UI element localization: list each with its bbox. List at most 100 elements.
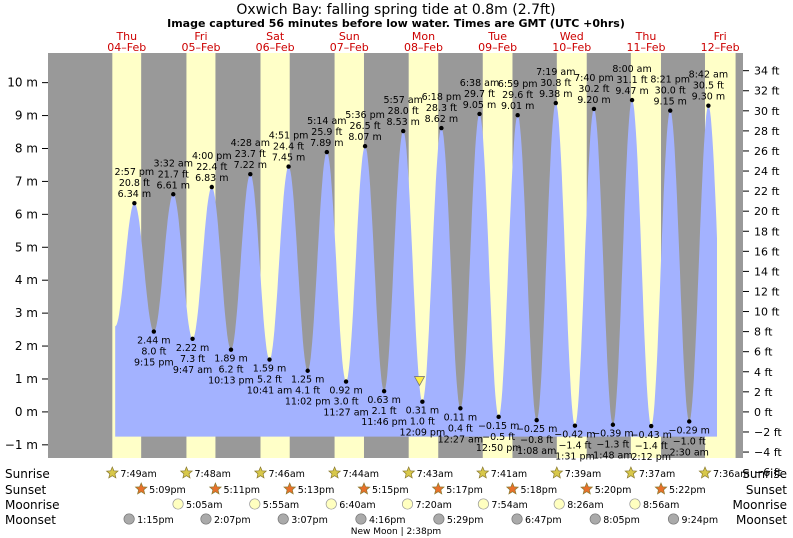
low-tide-feet: 7.3 ft (180, 354, 205, 365)
high-tide-meters: 9.20 m (577, 95, 610, 106)
left-tick-label: 1 m (15, 372, 38, 386)
day-name: Fri (194, 30, 207, 43)
day-date: 12–Feb (701, 41, 740, 54)
high-tide-feet: 25.9 ft (311, 127, 342, 138)
right-tick-label: −6 ft (754, 466, 782, 479)
moonrise-time: 8:56am (643, 500, 679, 511)
low-tide-meters: 0.31 m (406, 406, 439, 417)
right-tick-label: 26 ft (754, 145, 780, 158)
high-tide-time: 3:32 am (154, 158, 193, 169)
high-tide-time: 8:42 am (689, 70, 728, 81)
moonset-icon (200, 513, 212, 525)
right-tick-label: 14 ft (754, 265, 780, 278)
sunrise-icon (253, 466, 268, 479)
tide-point (706, 103, 711, 108)
tide-point (668, 108, 673, 113)
day-name: Mon (412, 30, 435, 43)
day-date: 07–Feb (330, 41, 369, 54)
right-tick-label: −2 ft (754, 426, 782, 439)
day-name: Thu (635, 30, 657, 43)
moonrise-icon (325, 498, 337, 510)
sunset-icon (357, 482, 371, 495)
low-tide-time: 11:46 pm (361, 417, 407, 428)
high-tide-feet: 22.4 ft (196, 162, 227, 173)
moonrise-label-right: Moonrise (732, 498, 787, 512)
left-tick-label: 0 m (15, 405, 38, 419)
moonset-time: 9:24pm (681, 515, 718, 526)
high-tide-time: 5:14 am (307, 116, 346, 127)
right-tick-label: 24 ft (754, 165, 780, 178)
tide-point (190, 336, 195, 342)
moonset-time: 4:16pm (369, 515, 406, 526)
moonrise-icon (553, 498, 565, 510)
high-tide-feet: 28.3 ft (426, 103, 457, 114)
high-tide-meters: 7.45 m (272, 153, 305, 164)
tide-point (439, 125, 444, 131)
high-tide-time: 8:00 am (612, 64, 651, 75)
left-tick-label: 3 m (15, 306, 38, 320)
day-date: 11–Feb (626, 41, 665, 54)
day-date: 08–Feb (404, 41, 443, 54)
sunset-time: 5:09pm (149, 485, 186, 496)
low-tide-feet: 6.2 ft (218, 365, 243, 376)
high-tide-meters: 9.05 m (463, 100, 496, 111)
tide-point (458, 406, 463, 411)
chart-title: Oxwich Bay: falling spring tide at 0.8m … (236, 2, 555, 18)
low-tide-feet: 0.4 ft (448, 423, 473, 434)
high-tide-meters: 9.38 m (539, 89, 572, 100)
sunset-icon (208, 482, 222, 495)
left-tick-label: 9 m (15, 109, 38, 123)
sunset-time: 5:18pm (520, 485, 557, 496)
right-tick-label: 20 ft (754, 205, 780, 218)
moonrise-time: 6:40am (339, 500, 375, 511)
day-headers: Thu04–FebFri05–FebSat06–FebSun07–FebMon0… (107, 30, 739, 54)
day-name: Fri (714, 30, 727, 43)
left-tick-label: 6 m (15, 207, 38, 221)
sunrise-time: 7:39am (565, 469, 601, 480)
low-tide-time: 11:02 pm (285, 397, 331, 408)
tide-point (267, 357, 272, 362)
tide-point (324, 149, 330, 155)
right-tick-label: 4 ft (754, 366, 773, 379)
tide-point (572, 423, 578, 428)
sunrise-icon (624, 466, 638, 479)
low-tide-time: 12:27 am (438, 434, 483, 445)
tide-point (687, 419, 692, 424)
chart-subtitle: Image captured 56 minutes before low wat… (167, 17, 625, 30)
high-tide-time: 7:19 am (536, 67, 575, 78)
high-tide-meters: 9.47 m (615, 86, 648, 97)
high-tide-meters: 8.62 m (425, 114, 458, 125)
high-tide-feet: 20.8 ft (119, 178, 150, 189)
low-tide-meters: 1.89 m (214, 354, 247, 365)
right-tick-label: −4 ft (754, 446, 782, 459)
sunset-time: 5:20pm (595, 485, 632, 496)
low-tide-feet: −0.5 ft (482, 432, 515, 443)
high-tide-meters: 9.30 m (692, 92, 725, 103)
low-tide-feet: −1.4 ft (558, 441, 591, 452)
right-tick-label: 10 ft (754, 306, 780, 319)
high-tide-time: 7:40 pm (574, 73, 614, 84)
sunset-icon (134, 482, 148, 495)
low-tide-meters: −0.29 m (669, 425, 710, 436)
moonrise-time: 7:54am (491, 500, 527, 511)
low-tide-feet: 8.0 ft (141, 347, 166, 358)
sunset-time: 5:11pm (223, 485, 260, 496)
high-tide-meters: 7.22 m (234, 160, 267, 171)
low-tide-meters: 0.63 m (367, 395, 400, 406)
low-tide-time: 1:08 am (517, 446, 556, 457)
sunset-icon (283, 482, 297, 495)
sunrise-icon (328, 466, 342, 479)
moonrise-label: Moonrise (5, 498, 60, 512)
low-tide-feet: −0.8 ft (520, 435, 553, 446)
high-tide-time: 8:21 pm (650, 75, 690, 86)
low-tide-time: 12:50 pm (476, 443, 522, 454)
tide-point (610, 422, 616, 427)
moonset-icon (511, 513, 523, 525)
low-tide-time: 1:31 pm (555, 452, 595, 463)
sunset-icon (505, 482, 520, 495)
right-tick-label: 34 ft (754, 65, 780, 78)
sunset-time: 5:15pm (372, 485, 409, 496)
sunset-time: 5:17pm (446, 485, 483, 496)
low-tide-feet: 3.0 ft (334, 397, 359, 408)
day-date: 04–Feb (107, 41, 146, 54)
